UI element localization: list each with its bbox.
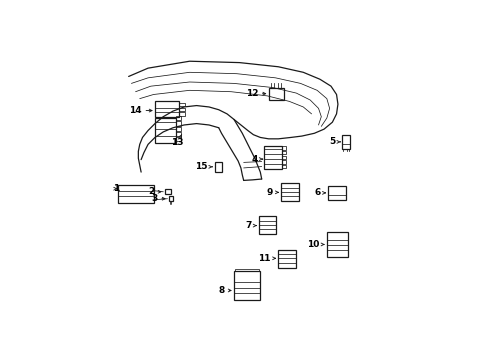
Bar	[268, 87, 284, 100]
Bar	[175, 137, 181, 141]
Bar	[282, 156, 285, 159]
Text: 4: 4	[251, 154, 262, 163]
Bar	[326, 232, 348, 257]
Text: 13: 13	[171, 134, 183, 148]
Bar	[178, 103, 184, 107]
Text: 1: 1	[112, 184, 119, 193]
Text: 7: 7	[245, 221, 256, 230]
Bar	[327, 186, 346, 200]
Bar	[282, 151, 285, 154]
Bar	[342, 135, 349, 149]
Bar	[164, 189, 170, 194]
Text: 14: 14	[129, 106, 152, 115]
Bar	[282, 161, 285, 164]
Text: 8: 8	[219, 286, 230, 295]
Bar	[214, 162, 222, 172]
Bar	[117, 185, 153, 203]
Bar	[175, 127, 181, 131]
Text: 12: 12	[245, 89, 265, 98]
Text: 11: 11	[258, 254, 275, 263]
Bar	[175, 132, 181, 136]
Bar	[235, 269, 259, 270]
Bar	[282, 146, 285, 150]
Bar	[168, 196, 173, 201]
Text: 6: 6	[314, 188, 325, 197]
Bar	[175, 121, 181, 126]
Bar	[278, 250, 296, 268]
Text: 15: 15	[195, 162, 212, 171]
Text: 9: 9	[266, 188, 278, 197]
Bar	[259, 216, 276, 234]
Bar	[233, 270, 260, 300]
Bar	[281, 183, 299, 201]
Bar	[264, 146, 282, 169]
Text: 2: 2	[148, 187, 161, 196]
Bar	[178, 112, 184, 116]
Bar	[155, 102, 178, 117]
Text: 3: 3	[151, 194, 165, 203]
Text: 5: 5	[329, 138, 340, 147]
Text: 10: 10	[306, 240, 323, 249]
Bar	[175, 116, 181, 120]
Bar	[178, 108, 184, 111]
Bar	[282, 165, 285, 168]
Bar	[155, 118, 175, 143]
